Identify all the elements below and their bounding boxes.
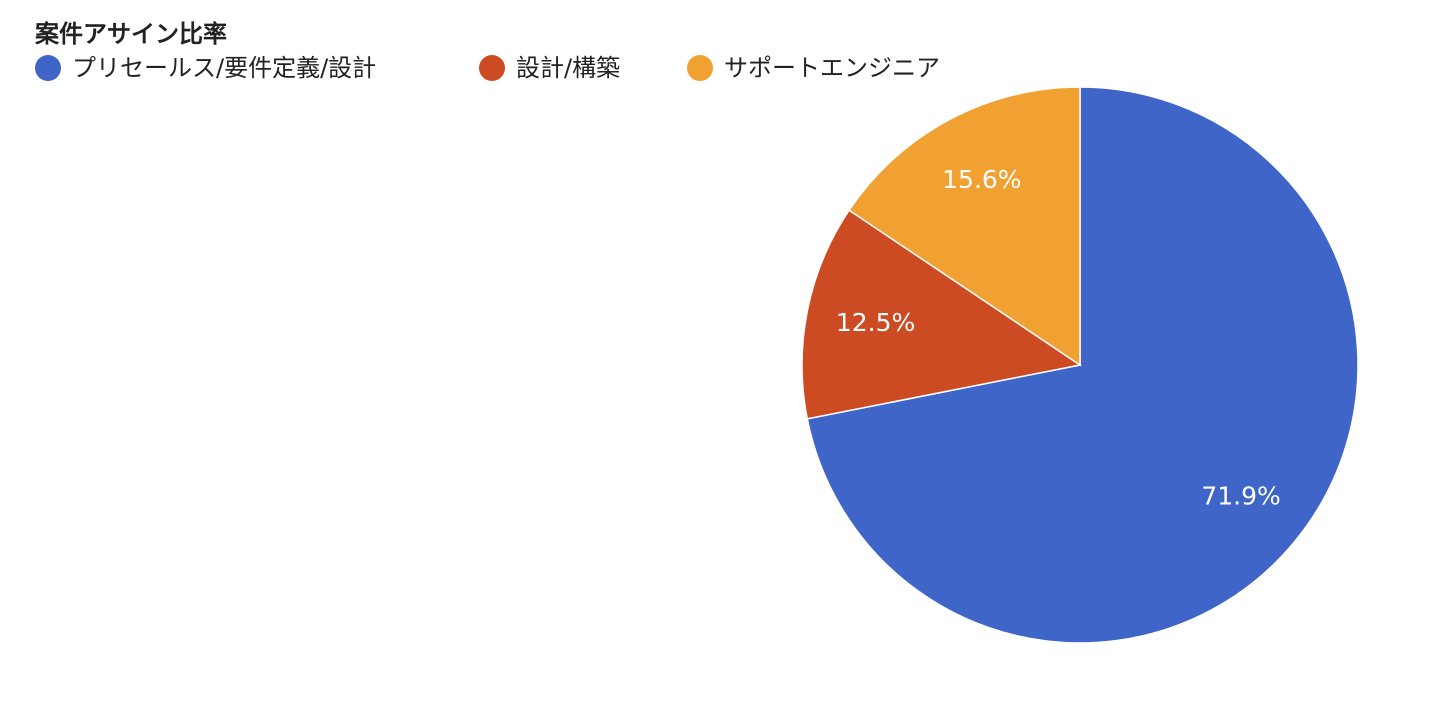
pie-slice [801, 209, 1082, 420]
pie-slice [848, 86, 1081, 367]
legend-swatch [479, 55, 505, 81]
chart-title: 案件アサイン比率 [34, 20, 227, 48]
data-label: 71.9% [1201, 481, 1280, 510]
legend-label: サポートエンジニア [724, 54, 940, 82]
pie-slice [806, 86, 1359, 644]
legend-label: 設計/構築 [516, 54, 620, 82]
data-label: 12.5% [836, 308, 915, 337]
legend-swatch [35, 55, 61, 81]
legend-label: プリセールス/要件定義/設計 [72, 54, 376, 82]
data-label: 15.6% [942, 165, 1021, 194]
legend-swatch [687, 55, 713, 81]
